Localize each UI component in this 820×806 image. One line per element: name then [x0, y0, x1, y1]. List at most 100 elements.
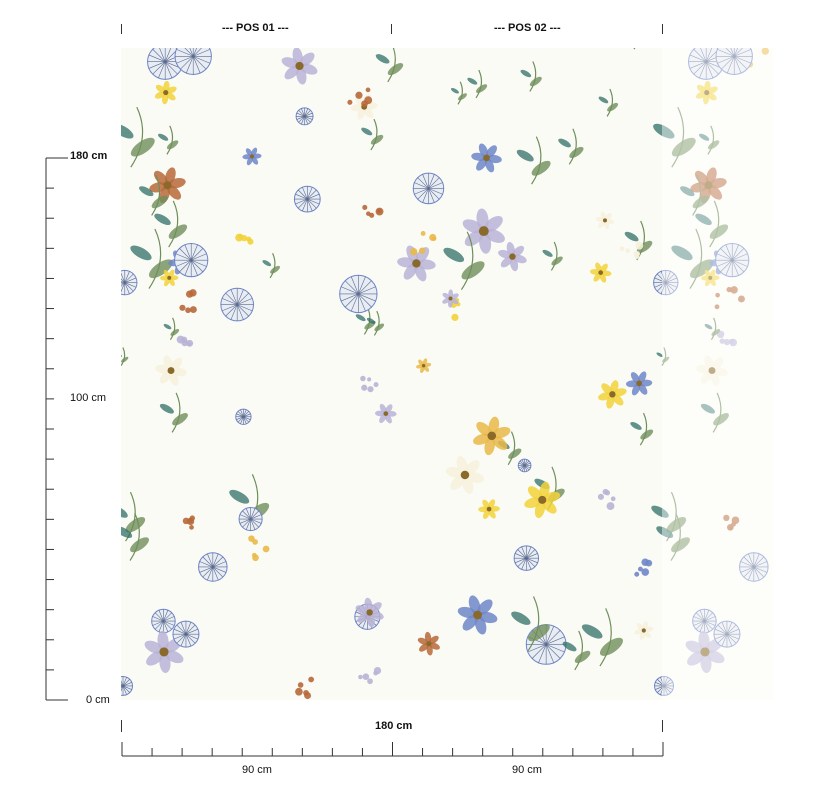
flower-petal [478, 143, 489, 158]
berry [252, 554, 259, 562]
flower-petal [542, 499, 557, 514]
flower-petal [687, 650, 705, 666]
leaf [121, 526, 133, 538]
leaf [709, 224, 729, 239]
plant-stem [460, 231, 474, 290]
leaf [599, 637, 623, 656]
berry [723, 514, 730, 522]
plant-stem [527, 596, 540, 652]
flower-petal [595, 216, 605, 223]
plant-stem [709, 200, 720, 248]
flower-petal [464, 230, 484, 247]
flower-center [460, 470, 470, 480]
flower-petal [484, 228, 505, 243]
flower-center [412, 259, 421, 268]
pos-02-label: --- POS 02 --- [494, 22, 561, 34]
flower-petal [500, 256, 513, 268]
berry [185, 290, 194, 298]
leaf [159, 403, 174, 414]
berry [304, 692, 312, 700]
berry [634, 571, 640, 577]
flower-petal [706, 92, 717, 101]
leaf [139, 186, 154, 197]
flower-petal [625, 380, 639, 388]
leaf [130, 537, 149, 553]
flower-petal [476, 157, 488, 171]
berry [714, 304, 720, 310]
flower-center [167, 275, 172, 280]
leaf [700, 403, 715, 414]
flower-center [383, 411, 389, 416]
berry [355, 91, 363, 99]
berry [297, 682, 304, 688]
leaf [569, 146, 584, 159]
flower-stripe [236, 413, 251, 420]
plant-stem [639, 412, 648, 446]
vertical-ruler [45, 157, 68, 701]
berry [373, 666, 382, 675]
flower-petal [428, 635, 439, 645]
flower-stripe [717, 49, 752, 64]
flower-petal [166, 86, 177, 94]
berry [246, 236, 252, 242]
leaf [562, 641, 577, 652]
flower-center [704, 90, 710, 96]
flower-petal [707, 86, 718, 94]
flower-petal [638, 383, 648, 395]
leaf [542, 249, 553, 257]
leaf [653, 123, 675, 139]
leaf [640, 429, 654, 440]
berry [606, 502, 615, 511]
leaf [172, 413, 188, 426]
flower-center [700, 647, 710, 657]
leaf [229, 489, 250, 504]
flower-petal [246, 156, 253, 166]
berry [730, 286, 738, 294]
flower-petal [695, 91, 707, 99]
leaf [551, 256, 563, 266]
flower-petal [603, 220, 610, 230]
leaf [374, 323, 385, 332]
leaf [262, 260, 272, 267]
plant-stem [373, 310, 380, 336]
leaf [163, 323, 172, 330]
flower-petal [485, 145, 497, 158]
floral-pattern-artwork [121, 48, 769, 700]
berry [188, 518, 193, 524]
plant-stem [166, 125, 174, 155]
horizontal-ruler [121, 742, 664, 757]
flower-petal [442, 292, 451, 300]
flower-petal [706, 167, 717, 185]
leaf [154, 213, 171, 226]
berry [364, 96, 373, 105]
flower-center [473, 610, 482, 620]
plant-stem [168, 200, 179, 248]
berry [619, 246, 625, 251]
berry [429, 233, 437, 242]
plant-stem [692, 174, 702, 216]
leaf [450, 87, 459, 94]
berry [189, 306, 197, 314]
berry [362, 673, 370, 681]
pos-02-end-marker [662, 24, 663, 34]
leaf [528, 624, 550, 642]
flower-petal [423, 365, 430, 372]
flower-center [249, 154, 255, 159]
leaf [607, 102, 619, 112]
flower-stripe [295, 193, 320, 205]
leaf [630, 421, 642, 430]
leaf [666, 517, 687, 533]
leaf [624, 231, 639, 242]
flower-petal [170, 357, 183, 371]
flower-stripe [176, 49, 211, 64]
berry [185, 307, 191, 314]
flower-stripe [716, 253, 748, 267]
leaf [443, 247, 465, 263]
flower-petal [284, 65, 300, 80]
plant-stem [568, 128, 577, 165]
flower-center [478, 226, 489, 237]
flower-petal [442, 297, 451, 304]
flower-petal [705, 649, 725, 664]
flower-stripe [239, 514, 262, 524]
flower-center [448, 296, 453, 301]
